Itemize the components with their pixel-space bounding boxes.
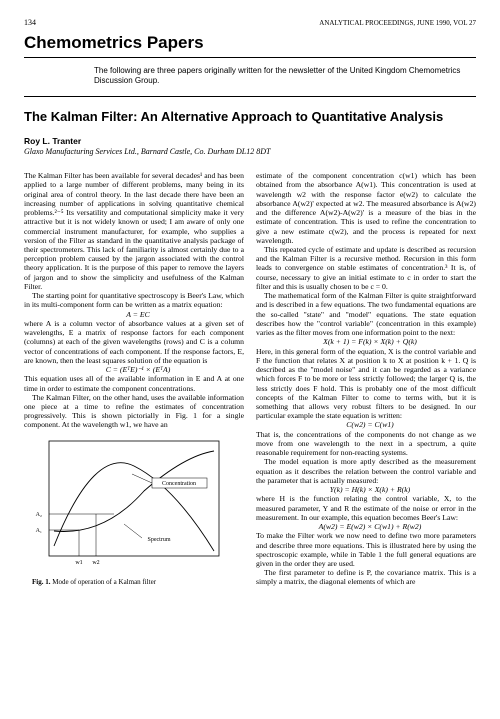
article-title: The Kalman Filter: An Alternative Approa… bbox=[24, 109, 476, 125]
body-paragraph: The starting point for quantitative spec… bbox=[24, 291, 244, 309]
body-paragraph: The mathematical form of the Kalman Filt… bbox=[256, 291, 476, 337]
body-paragraph: That is, the concentrations of the compo… bbox=[256, 430, 476, 458]
divider-rule-2 bbox=[24, 96, 476, 97]
figure-caption: Fig. 1. Mode of operation of a Kalman fi… bbox=[24, 578, 244, 586]
axis-label-w2: w2 bbox=[92, 560, 99, 566]
body-paragraph: This repeated cycle of estimate and upda… bbox=[256, 245, 476, 291]
page-number: 134 bbox=[24, 18, 36, 28]
figure-caption-text: Mode of operation of a Kalman filter bbox=[50, 578, 156, 586]
body-paragraph: where H is the function relating the con… bbox=[256, 494, 476, 522]
intro-text: The following are three papers originall… bbox=[94, 66, 476, 86]
body-paragraph: Here, in this general form of the equati… bbox=[256, 347, 476, 421]
author-name: Roy L. Tranter bbox=[24, 136, 476, 147]
equation: A = EC bbox=[24, 310, 244, 319]
equation: A(w2) = E(w2) × C(w1) + R(w2) bbox=[256, 522, 476, 531]
figure-svg: Concentration Spectrum A₁ A₂ w1 w2 bbox=[24, 436, 244, 576]
body-paragraph: This equation uses all of the available … bbox=[24, 374, 244, 392]
body-paragraph: where A is a column vector of absorbance… bbox=[24, 319, 244, 365]
author-affiliation: Glaxo Manufacturing Services Ltd., Barna… bbox=[24, 147, 476, 157]
axis-label-a1: A₁ bbox=[36, 528, 42, 534]
body-paragraph: The first parameter to define is P, the … bbox=[256, 568, 476, 586]
body-paragraph: The model equation is more aptly describ… bbox=[256, 457, 476, 485]
figure-1: Concentration Spectrum A₁ A₂ w1 w2 Fig. … bbox=[24, 436, 244, 587]
divider-rule bbox=[24, 57, 476, 58]
body-paragraph: The Kalman Filter, on the other hand, us… bbox=[24, 393, 244, 430]
body-paragraph: estimate of the component concentration … bbox=[256, 171, 476, 245]
body-paragraph: The Kalman Filter has been available for… bbox=[24, 171, 244, 291]
equation: C(w2) = C(w1) bbox=[256, 420, 476, 429]
equation: X(k + 1) = F(k) × X(k) + Q(k) bbox=[256, 337, 476, 346]
section-header: Chemometrics Papers bbox=[24, 32, 476, 53]
journal-reference: ANALYTICAL PROCEEDINGS, JUNE 1990, VOL 2… bbox=[319, 19, 476, 28]
axis-label-w1: w1 bbox=[75, 560, 82, 566]
body-paragraph: To make the Filter work we now need to d… bbox=[256, 531, 476, 568]
label-concentration: Concentration bbox=[162, 481, 196, 487]
equation: C = (EᵀE)⁻¹ × (EᵀA) bbox=[24, 365, 244, 374]
label-spectrum: Spectrum bbox=[148, 537, 171, 543]
axis-label-a2: A₂ bbox=[36, 512, 42, 518]
equation: Y(k) = H(k) × X(k) + R(k) bbox=[256, 485, 476, 494]
figure-label: Fig. 1. bbox=[32, 578, 50, 586]
